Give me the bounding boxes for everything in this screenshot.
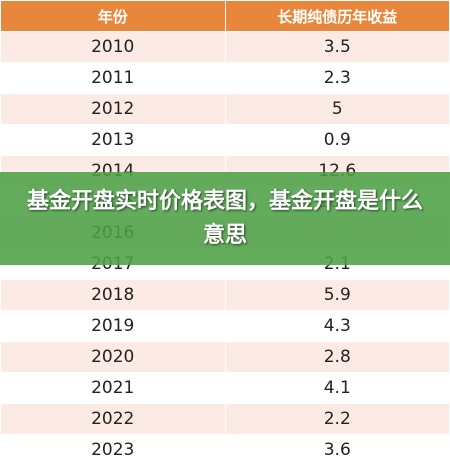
table-cell: 5 xyxy=(224,93,450,125)
table-cell: 2.2 xyxy=(224,403,450,435)
header-row: 年份 长期纯债历年收益 xyxy=(0,0,450,32)
overlay-banner: 基金开盘实时价格表图，基金开盘是什么意思 xyxy=(0,172,450,265)
table-cell: 0.9 xyxy=(224,124,450,156)
header-cell: 长期纯债历年收益 xyxy=(224,0,450,32)
table-cell: 2019 xyxy=(0,310,226,342)
table-cell: 2021 xyxy=(0,372,226,404)
table-cell: 2020 xyxy=(0,341,226,373)
banner-title: 基金开盘实时价格表图，基金开盘是什么意思 xyxy=(26,188,423,248)
table-row: 2012 5 xyxy=(0,93,450,125)
table-row: 2020 2.8 xyxy=(0,341,450,373)
table-cell: 2.3 xyxy=(224,62,450,94)
table-row: 2023 3.6 xyxy=(0,434,450,466)
table-cell: 2018 xyxy=(0,279,226,311)
table-cell: 4.1 xyxy=(224,372,450,404)
table-cell: 2012 xyxy=(0,93,226,125)
table-cell: 2022 xyxy=(0,403,226,435)
table-cell: 4.3 xyxy=(224,310,450,342)
table-row: 2019 4.3 xyxy=(0,310,450,342)
table-row: 2018 5.9 xyxy=(0,279,450,311)
header-cell: 年份 xyxy=(0,0,226,32)
table-cell: 2023 xyxy=(0,434,226,466)
table-cell: 2010 xyxy=(0,31,226,63)
table-cell: 2013 xyxy=(0,124,226,156)
table-cell: 3.6 xyxy=(224,434,450,466)
table-cell: 2011 xyxy=(0,62,226,94)
table-cell: 5.9 xyxy=(224,279,450,311)
table-row: 2011 2.3 xyxy=(0,62,450,94)
table-row: 2010 3.5 xyxy=(0,31,450,63)
table-cell: 2.8 xyxy=(224,341,450,373)
table-row: 2013 0.9 xyxy=(0,124,450,156)
table-cell: 3.5 xyxy=(224,31,450,63)
table-row: 2021 4.1 xyxy=(0,372,450,404)
table-row: 2022 2.2 xyxy=(0,403,450,435)
